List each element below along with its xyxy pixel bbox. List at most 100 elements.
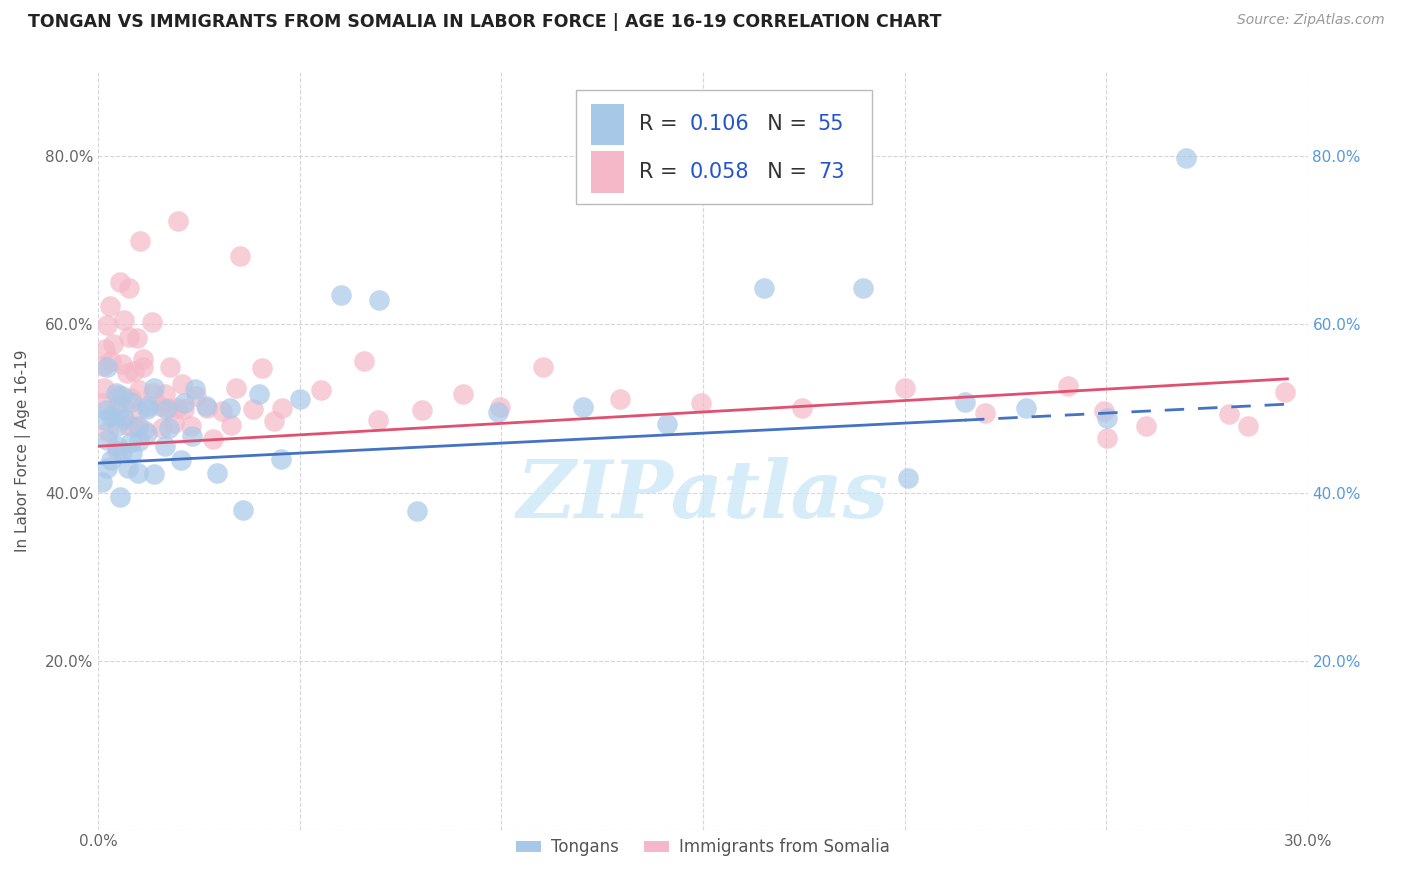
Point — [288, 392, 311, 406]
Point — [157, 401, 180, 416]
Point — [90, 475, 112, 489]
Point — [111, 357, 134, 371]
Point — [486, 405, 509, 419]
Point — [180, 419, 202, 434]
Point — [172, 377, 194, 392]
Point — [107, 388, 129, 402]
Point — [91, 359, 114, 373]
Text: R =: R = — [638, 114, 685, 135]
Point — [135, 425, 157, 440]
Point — [1274, 385, 1296, 400]
Point — [195, 401, 218, 416]
Point — [163, 416, 186, 430]
Point — [117, 367, 139, 381]
Point — [132, 352, 155, 367]
Point — [90, 396, 112, 410]
Text: N =: N = — [754, 162, 814, 182]
Point — [121, 445, 143, 459]
Point — [194, 399, 217, 413]
Point — [159, 420, 181, 434]
Text: 73: 73 — [818, 162, 845, 182]
Point — [128, 383, 150, 397]
Point — [105, 443, 128, 458]
Point — [112, 412, 135, 426]
Point — [353, 354, 375, 368]
Point — [96, 359, 118, 374]
Point — [107, 406, 129, 420]
Point — [242, 401, 264, 416]
Point — [104, 386, 127, 401]
Point — [120, 391, 142, 405]
Text: Source: ZipAtlas.com: Source: ZipAtlas.com — [1237, 13, 1385, 28]
Point — [98, 299, 121, 313]
Point — [117, 461, 139, 475]
Point — [125, 330, 148, 344]
Point — [94, 413, 117, 427]
Point — [453, 386, 475, 401]
Point — [367, 413, 389, 427]
Point — [270, 452, 292, 467]
Point — [531, 359, 554, 374]
Text: 0.106: 0.106 — [690, 114, 749, 135]
Point — [132, 423, 155, 437]
Point — [752, 281, 775, 295]
Point — [128, 403, 150, 417]
Point — [111, 444, 134, 458]
Point — [184, 382, 207, 396]
Bar — [591, 152, 624, 193]
Point — [219, 418, 242, 433]
Point — [411, 402, 433, 417]
Point — [1095, 431, 1118, 445]
Point — [142, 385, 165, 400]
Point — [1014, 401, 1036, 415]
Point — [219, 401, 242, 416]
Point — [263, 414, 285, 428]
Point — [127, 466, 149, 480]
Point — [153, 387, 176, 401]
Point — [150, 420, 173, 434]
Point — [100, 453, 122, 467]
Point — [108, 275, 131, 289]
Point — [229, 249, 252, 263]
Point — [894, 381, 917, 395]
Point — [100, 354, 122, 368]
Point — [97, 424, 120, 438]
Point — [572, 400, 595, 414]
Text: 55: 55 — [818, 114, 845, 135]
Point — [232, 502, 254, 516]
Point — [170, 453, 193, 467]
Text: R =: R = — [638, 162, 685, 182]
Point — [690, 396, 713, 410]
Text: ZIPatlas: ZIPatlas — [517, 458, 889, 534]
Point — [155, 402, 177, 417]
Point — [100, 409, 122, 424]
Point — [184, 389, 207, 403]
Point — [129, 234, 152, 248]
Point — [368, 293, 391, 308]
Point — [1237, 418, 1260, 433]
Point — [173, 402, 195, 417]
Point — [181, 428, 204, 442]
Point — [790, 401, 813, 416]
Point — [1175, 151, 1198, 165]
FancyBboxPatch shape — [576, 90, 872, 204]
Point — [271, 401, 294, 415]
Point — [122, 419, 145, 434]
Point — [1135, 418, 1157, 433]
Point — [1092, 404, 1115, 418]
Text: TONGAN VS IMMIGRANTS FROM SOMALIA IN LABOR FORCE | AGE 16-19 CORRELATION CHART: TONGAN VS IMMIGRANTS FROM SOMALIA IN LAB… — [28, 13, 942, 31]
Point — [225, 381, 247, 395]
Point — [143, 381, 166, 395]
Point — [96, 318, 118, 333]
Point — [201, 432, 224, 446]
Point — [250, 361, 273, 376]
Point — [108, 490, 131, 504]
Point — [96, 460, 118, 475]
Point — [852, 281, 875, 295]
Point — [117, 329, 139, 343]
Point — [141, 315, 163, 329]
Point — [143, 467, 166, 481]
Point — [1056, 379, 1078, 393]
Point — [1095, 411, 1118, 425]
Point — [112, 313, 135, 327]
